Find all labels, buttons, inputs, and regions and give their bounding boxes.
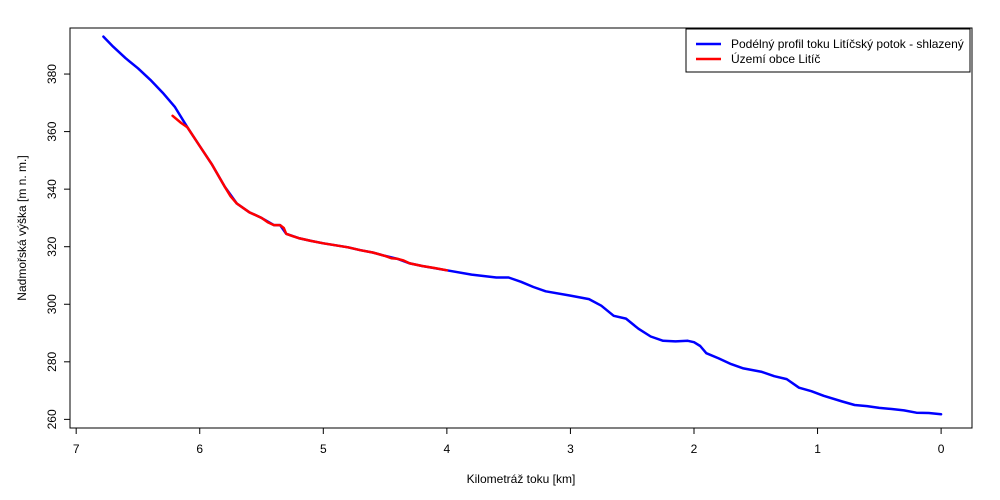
- y-tick-label: 300: [45, 294, 59, 314]
- x-tick-label: 6: [196, 442, 203, 456]
- legend: Podélný profil toku Litíčský potok - shl…: [685, 28, 971, 73]
- x-tick-label: 4: [444, 442, 451, 456]
- series-layer: [102, 35, 943, 416]
- x-tick-label: 0: [938, 442, 945, 456]
- y-tick-label: 360: [45, 121, 59, 141]
- y-tick-label: 280: [45, 351, 59, 371]
- series-municipality-line: [171, 114, 449, 272]
- y-axis: 260 280 300 320 340 360 380: [45, 64, 70, 429]
- y-tick-label: 380: [45, 64, 59, 84]
- legend-label-profile: Podélný profil toku Litíčský potok - shl…: [731, 37, 964, 51]
- x-tick-label: 7: [73, 442, 80, 456]
- x-tick-label: 1: [814, 442, 821, 456]
- x-tick-label: 2: [691, 442, 698, 456]
- y-tick-label: 340: [45, 179, 59, 199]
- x-axis-title: Kilometráž toku [km]: [467, 472, 576, 486]
- plot-frame: [69, 27, 973, 429]
- y-axis-title: Nadmořská výška [m n. m.]: [15, 155, 29, 300]
- x-tick-label: 5: [320, 442, 327, 456]
- legend-label-municipality: Území obce Litíč: [731, 51, 820, 66]
- y-tick-label: 320: [45, 236, 59, 256]
- y-tick-label: 260: [45, 409, 59, 429]
- x-tick-label: 3: [567, 442, 574, 456]
- legend-box: [685, 28, 971, 73]
- x-axis: 7 6 5 4 3 2 1 0: [73, 428, 945, 456]
- series-profile-line: [102, 35, 943, 416]
